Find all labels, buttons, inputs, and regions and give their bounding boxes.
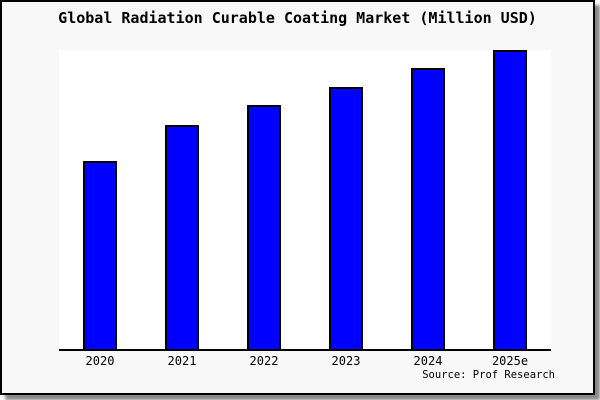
x-tick-2024: 2024 xyxy=(413,354,443,368)
x-tick-2020: 2020 xyxy=(85,354,115,368)
bar-2023 xyxy=(329,87,363,349)
bar-2022 xyxy=(247,105,281,349)
chart-card: Global Radiation Curable Coating Market … xyxy=(0,0,595,395)
bar-2021 xyxy=(165,125,199,349)
x-tick-2022: 2022 xyxy=(249,354,279,368)
x-tick-2023: 2023 xyxy=(331,354,361,368)
source-credit: Source: Prof Research xyxy=(422,369,555,381)
bar-2024 xyxy=(411,68,445,349)
x-tick-2025e: 2025e xyxy=(491,354,529,368)
x-axis-tick-labels: 2020 2021 2022 2023 2024 2025e xyxy=(59,354,551,368)
bar-2025e xyxy=(493,50,527,349)
x-tick-2021: 2021 xyxy=(167,354,197,368)
chart-title: Global Radiation Curable Coating Market … xyxy=(58,9,537,27)
plot-area xyxy=(59,50,551,351)
bar-2020 xyxy=(83,161,117,349)
